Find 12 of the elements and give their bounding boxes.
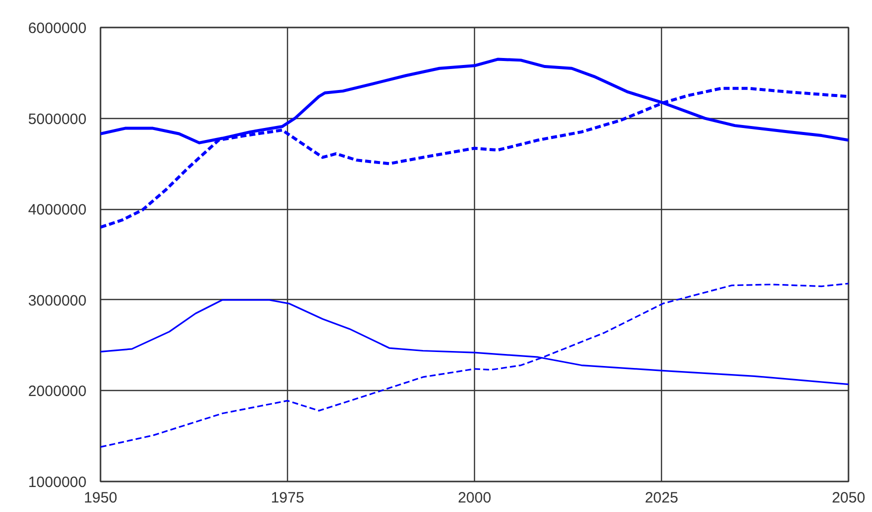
y-tick-label: 1000000 bbox=[28, 474, 87, 491]
line-series bbox=[100, 282, 848, 448]
x-tick-label: 2025 bbox=[644, 490, 678, 506]
x-tick-label: 2000 bbox=[458, 490, 492, 506]
x-tick-label: 1975 bbox=[270, 490, 304, 506]
y-tick-label: 3000000 bbox=[28, 292, 87, 310]
x-tick-label: 1950 bbox=[84, 490, 118, 506]
y-tick-label: 5000000 bbox=[28, 110, 87, 128]
y-tick-label: 4000000 bbox=[28, 202, 87, 219]
y-tick-label: 6000000 bbox=[28, 20, 87, 37]
y-tick-label: 2000000 bbox=[28, 383, 87, 400]
x-tick-label: 2050 bbox=[832, 490, 866, 506]
